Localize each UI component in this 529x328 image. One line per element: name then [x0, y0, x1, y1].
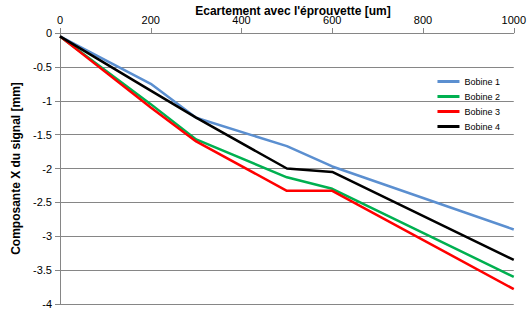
svg-text:200: 200 — [142, 14, 160, 26]
svg-text:Bobine 4: Bobine 4 — [464, 122, 500, 132]
svg-text:-1: -1 — [42, 95, 52, 107]
svg-text:400: 400 — [232, 13, 251, 26]
svg-text:1000: 1000 — [502, 14, 526, 26]
svg-text:-2.5: -2.5 — [33, 196, 52, 208]
svg-text:Ecartement avec l'éprouvette [: Ecartement avec l'éprouvette [um] — [195, 4, 391, 18]
svg-text:Bobine 1: Bobine 1 — [464, 77, 500, 87]
svg-text:-3: -3 — [42, 230, 52, 242]
svg-text:600: 600 — [323, 13, 342, 26]
svg-text:800: 800 — [414, 14, 432, 26]
svg-text:Composante X du signal [mm]: Composante X du signal [mm] — [9, 82, 23, 255]
svg-text:-2: -2 — [42, 163, 52, 175]
svg-text:0: 0 — [57, 14, 63, 26]
svg-text:-3.5: -3.5 — [33, 264, 52, 276]
svg-text:0: 0 — [46, 27, 52, 39]
svg-text:-0.5: -0.5 — [33, 61, 52, 73]
svg-text:Bobine 3: Bobine 3 — [464, 107, 500, 117]
svg-text:Bobine 2: Bobine 2 — [464, 92, 500, 102]
svg-text:-1.5: -1.5 — [33, 129, 52, 141]
svg-text:-4: -4 — [42, 298, 52, 310]
